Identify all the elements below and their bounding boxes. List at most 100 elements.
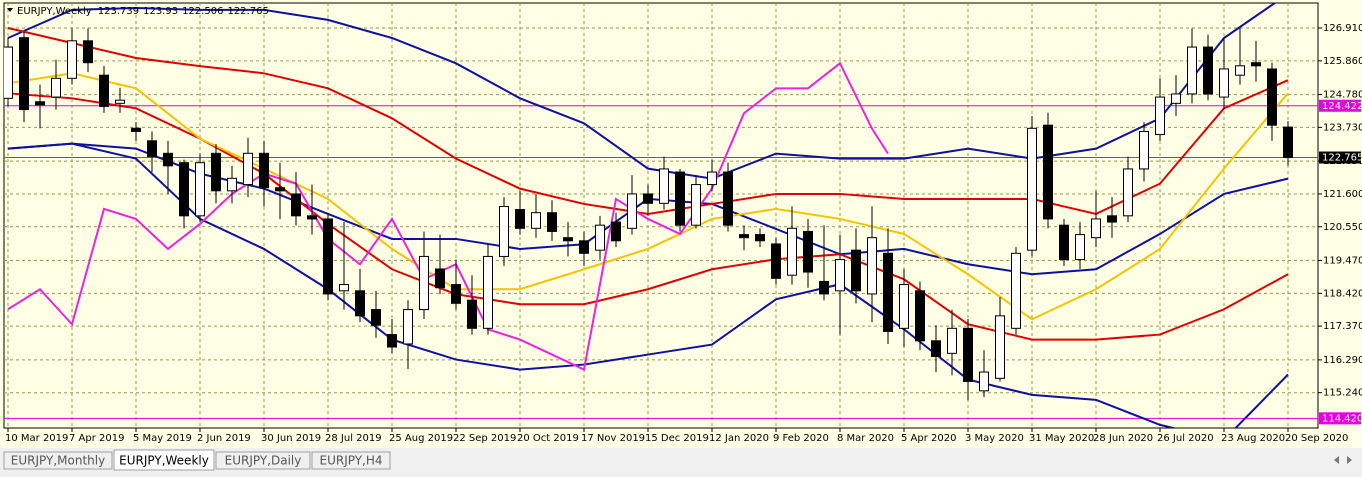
candle-body: [451, 284, 461, 304]
candle-body: [739, 234, 749, 239]
candle-body: [307, 215, 317, 220]
x-tick-label: 26 Jul 2020: [1157, 433, 1214, 444]
y-tick-label: 121.600: [1323, 189, 1362, 200]
high-value: 123.93: [143, 6, 178, 17]
candle-body: [179, 162, 189, 217]
y-tick-label: 126.910: [1323, 23, 1362, 34]
candle-body: [563, 237, 573, 242]
candle-body: [595, 224, 605, 251]
candle-body: [355, 290, 365, 317]
indicator-line: [7, 72, 1289, 321]
x-tick-label: 15 Dec 2019: [645, 433, 709, 444]
y-tick-label: 124.780: [1323, 90, 1362, 101]
candle-body: [1235, 65, 1245, 76]
candle-body: [851, 249, 861, 292]
candle-body: [1267, 68, 1277, 126]
level-label: 114.420: [1322, 413, 1362, 424]
candle-body: [627, 193, 637, 229]
x-tick-label: 5 May 2019: [133, 433, 192, 444]
x-tick-label: 9 Feb 2020: [773, 433, 829, 444]
candle-body: [1219, 68, 1229, 98]
candle-body: [435, 268, 445, 289]
x-tick-label: 22 Sep 2019: [453, 433, 516, 444]
symbol: EURJPY,Weekly: [17, 6, 92, 17]
candle-body: [883, 252, 893, 332]
x-tick-label: 28 Jun 2020: [1093, 433, 1153, 444]
candle-body: [675, 171, 685, 226]
candle-body: [755, 234, 765, 242]
candle-body: [771, 243, 781, 279]
candle-body: [835, 259, 845, 292]
candle-body: [4, 46, 13, 99]
indicator-line: [7, 92, 1289, 341]
candle-body: [1251, 62, 1261, 67]
price-label: 122.765: [1322, 153, 1362, 164]
candle-body: [947, 327, 957, 354]
scroll-right[interactable]: [1347, 456, 1352, 464]
candle-body: [515, 209, 525, 229]
y-tick-label: 115.240: [1323, 388, 1362, 399]
plot-frame: [3, 2, 1319, 429]
candle-body: [1139, 130, 1149, 170]
candle-body: [499, 205, 509, 257]
candle-body: [259, 152, 269, 189]
x-tick-label: 28 Jul 2019: [325, 433, 382, 444]
price-label-box: [1319, 151, 1361, 164]
candle-body: [931, 340, 941, 357]
candle-body: [1123, 168, 1133, 217]
x-tick-label: 3 May 2020: [965, 433, 1024, 444]
candle-body: [403, 309, 413, 345]
candle-body: [659, 168, 669, 204]
candle-body: [1203, 46, 1213, 95]
x-tick-label: 2 Jun 2019: [197, 433, 251, 444]
candle-body: [707, 171, 717, 186]
tab[interactable]: [215, 451, 311, 470]
candle-body: [1171, 93, 1181, 104]
level-label: 124.422: [1322, 101, 1362, 112]
candle-body: [51, 77, 61, 98]
scroll-left[interactable]: [1334, 456, 1339, 464]
candle-body: [1155, 96, 1165, 136]
candle-body: [1107, 215, 1117, 223]
candle-body: [691, 184, 701, 226]
x-tick-label: 25 Aug 2019: [389, 433, 453, 444]
x-tick-label: 7 Apr 2019: [69, 433, 124, 444]
candle-body: [899, 284, 909, 329]
tab-label[interactable]: EURJPY,Daily: [225, 454, 302, 468]
x-tick-label: 5 Apr 2020: [901, 433, 956, 444]
candle-body: [723, 171, 733, 226]
candle-body: [867, 237, 877, 295]
candle-body: [339, 284, 349, 292]
tab[interactable]: [311, 451, 391, 470]
tab-label[interactable]: EURJPY,H4: [319, 454, 382, 468]
candle-body: [787, 227, 797, 276]
candle-body: [579, 240, 589, 254]
candle-body: [979, 371, 989, 392]
candle-body: [147, 140, 157, 157]
candle-body: [83, 40, 93, 64]
y-tick-label: 125.860: [1323, 56, 1362, 67]
candle-body: [163, 152, 173, 167]
y-tick-label: 117.370: [1323, 321, 1362, 332]
candle-body: [1283, 126, 1293, 159]
candle-body: [227, 177, 237, 192]
y-tick-label: 123.730: [1323, 122, 1362, 133]
candle-body: [1187, 46, 1197, 95]
tab-label[interactable]: EURJPY,Weekly: [119, 454, 209, 468]
candle-body: [915, 290, 925, 342]
x-tick-label: 30 Jun 2019: [261, 433, 321, 444]
chart-header: EURJPY,Weekly 123.739 123.93 122.506 122.765: [17, 6, 269, 17]
y-tick-label: 116.290: [1323, 355, 1362, 366]
x-tick-label: 12 Jan 2020: [709, 433, 769, 444]
tab[interactable]: [3, 451, 113, 470]
tab[interactable]: [113, 449, 215, 471]
tab-label[interactable]: EURJPY,Monthly: [11, 454, 105, 468]
level-label-box: [1319, 412, 1361, 425]
candle-body: [19, 37, 29, 111]
candle-body: [195, 162, 205, 217]
candle-body: [803, 230, 813, 273]
level-label-box: [1319, 99, 1361, 112]
candle-body: [99, 74, 109, 107]
menu-arrow[interactable]: [7, 8, 13, 12]
candle-body: [67, 40, 77, 79]
